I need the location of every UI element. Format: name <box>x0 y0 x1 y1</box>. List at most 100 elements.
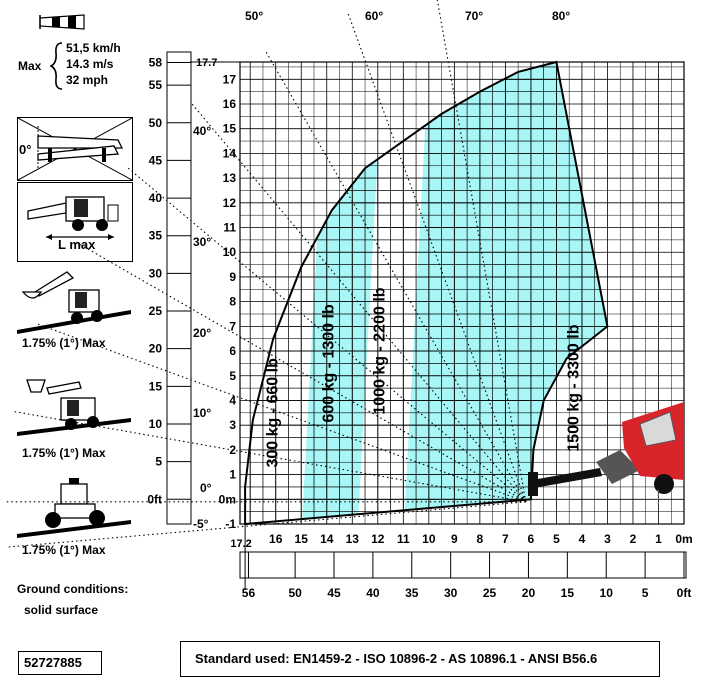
x-tick-label-m: 12 <box>371 532 385 546</box>
boom-crossed-icon <box>18 118 132 180</box>
lmax-panel: L max <box>17 182 133 262</box>
x-tick-label-m: 6 <box>528 532 535 546</box>
y-tick-label-ft: 20 <box>149 342 163 356</box>
angle-label: 70° <box>465 9 483 23</box>
slope-label-3: 1.75% (1°) Max <box>22 543 106 557</box>
ft-height-column: 0ft 5 10 15 20 25 30 35 40 45 50 55 58 <box>147 51 192 525</box>
angle-label: 30° <box>193 235 211 249</box>
x-tick-label-ft: 20 <box>522 586 536 600</box>
y-tick-label-ft: 0ft <box>147 492 162 506</box>
y-tick-label-m: 7 <box>229 319 236 333</box>
x-tick-label-m: 5 <box>553 532 560 546</box>
x-tick-label-m: 13 <box>346 532 360 546</box>
y-tick-label-m: 4 <box>229 393 236 407</box>
frame-angle-label: 0° <box>19 142 32 157</box>
ft-reach-row: 56 50 45 40 35 30 25 20 15 10 5 0ft <box>239 524 692 600</box>
angle-label: 40° <box>193 124 211 138</box>
x-tick-label-ft: 50 <box>288 586 302 600</box>
grid <box>239 61 685 525</box>
y-tick-label-m: 15 <box>223 122 237 136</box>
boom-angle-lines <box>5 0 527 548</box>
x-tick-label-ft: 30 <box>444 586 458 600</box>
ground-conditions-title: Ground conditions: <box>17 582 129 596</box>
x-tick-label-ft: 10 <box>600 586 614 600</box>
y-tick-label-ft: 25 <box>149 304 163 318</box>
y-tick-label-ft: 58 <box>149 56 163 70</box>
lmax-label: L max <box>58 237 96 252</box>
boom-head <box>532 468 602 488</box>
load-zone-fills <box>245 62 608 524</box>
y-tick-label-ft: 50 <box>149 116 163 130</box>
fork-carriage <box>528 472 538 496</box>
x-tick-label-ft: 15 <box>561 586 575 600</box>
standard-text: Standard used: EN1459-2 - ISO 10896-2 - … <box>195 651 598 666</box>
x-tick-label-ft: 56 <box>242 586 256 600</box>
boom-angle-line <box>436 0 527 502</box>
standard-box: Standard used: EN1459-2 - ISO 10896-2 - … <box>180 641 660 677</box>
ground-conditions-value: solid surface <box>24 603 99 617</box>
y-tick-label-m: 3 <box>229 418 236 432</box>
x-tick-label-ft: 0ft <box>677 586 692 600</box>
brace-icon <box>50 42 63 90</box>
slope-label-1: 1.75% (1°) Max <box>22 336 106 350</box>
y-tick-label-ft: 35 <box>149 229 163 243</box>
x-tick-label-m: 2 <box>630 532 637 546</box>
x-tick-label-ft: 5 <box>642 586 649 600</box>
y-tick-label-m: 12 <box>223 196 237 210</box>
x-tick-label-m: 16 <box>269 532 283 546</box>
document-number: 52727885 <box>24 655 82 670</box>
y-tick-label-m: 2 <box>229 443 236 457</box>
plot-border <box>239 61 685 525</box>
machine-wheel <box>654 474 674 494</box>
boom-angle-line <box>127 167 527 503</box>
x-tick-label-ft: 40 <box>366 586 380 600</box>
slope-bucket-high-icon <box>17 271 131 334</box>
slope-label-2: 1.75% (1°) Max <box>22 446 106 460</box>
y-tick-label-m: 0m <box>219 492 236 506</box>
wind-max-label: Max <box>18 59 42 73</box>
y-tick-label-ft: 30 <box>149 266 163 280</box>
y-tick-label-ft: 10 <box>149 417 163 431</box>
y-tick-label-m: 16 <box>223 97 237 111</box>
load-zone-label-4: 1500 kg - 3300 lb <box>565 324 582 451</box>
boom-angle-line <box>265 51 527 503</box>
x-tick-label-m: 10 <box>422 532 436 546</box>
angle-label: 60° <box>365 9 383 23</box>
y-tick-label-ft: 45 <box>149 153 163 167</box>
x-tick-label-m: 8 <box>477 532 484 546</box>
x-tick-label-m: 1 <box>655 532 662 546</box>
angle-label: 80° <box>552 9 570 23</box>
angle-label: -5° <box>193 517 209 531</box>
angle-label: 10° <box>193 406 211 420</box>
slope-bucket-low-icon <box>17 379 131 436</box>
boom-angle-line <box>347 12 527 502</box>
boom-angle-line <box>13 410 526 503</box>
x-tick-label-m: 11 <box>397 532 410 546</box>
x-tick-label-m: 4 <box>579 532 586 546</box>
wind-speed-kmh: 51,5 km/h <box>66 41 121 55</box>
machine-cab <box>639 411 677 447</box>
y-tick-label-ft: 55 <box>149 78 163 92</box>
windsock-icon <box>39 14 85 30</box>
y-tick-label-m: 13 <box>223 171 237 185</box>
boom-angle-line <box>75 241 527 503</box>
x-tick-label-m: 7 <box>502 532 509 546</box>
x-tick-label-ft: 25 <box>483 586 497 600</box>
x-tick-label-m: 14 <box>320 532 334 546</box>
y-tick-label-m: 10 <box>223 245 237 259</box>
y-tick-label-m: 17 <box>223 72 237 86</box>
y-tick-label-m: 9 <box>229 270 236 284</box>
load-zone-label-1: 300 kg - 660 lb <box>264 358 281 468</box>
envelope-outline <box>244 60 609 526</box>
y-tick-label-m: 11 <box>223 221 236 235</box>
y-tick-label-m: 14 <box>223 146 237 160</box>
slope-front-icon <box>17 478 131 538</box>
boom-angle-line <box>36 323 526 503</box>
telehandler-illustration <box>528 402 684 504</box>
angle-label: 20° <box>193 326 211 340</box>
angle-label: 50° <box>245 9 263 23</box>
ft-column-box <box>166 51 192 525</box>
document-number-box: 52727885 <box>18 651 102 675</box>
axis-labels: 300 kg - 660 lb 600 kg - 1300 lb 1000 kg -… <box>190 9 693 550</box>
